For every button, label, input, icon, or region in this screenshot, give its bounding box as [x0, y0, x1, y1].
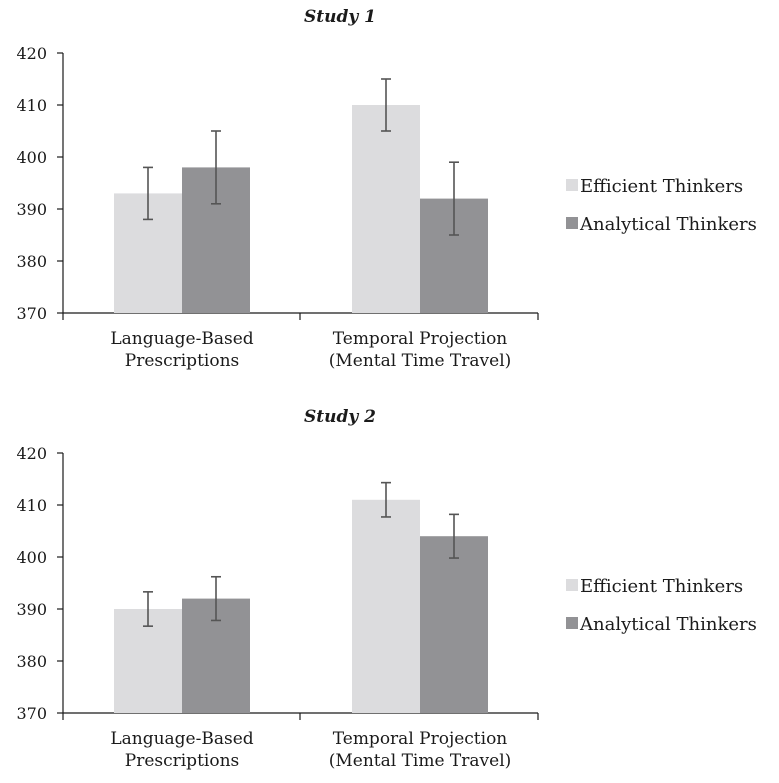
legend-swatch	[566, 179, 578, 191]
y-tick-label: 380	[16, 652, 47, 671]
y-tick-label: 410	[16, 496, 47, 515]
legend-label: Analytical Thinkers	[579, 614, 757, 635]
x-category-label: (Mental Time Travel)	[329, 751, 512, 771]
y-tick-label: 400	[16, 148, 47, 167]
y-tick-label: 400	[16, 548, 47, 567]
legend-swatch	[566, 617, 578, 629]
legend-label: Analytical Thinkers	[579, 214, 757, 235]
bar-efficient-1	[352, 105, 420, 313]
legend-swatch	[566, 217, 578, 229]
chart-panel-study-1: Study 1 370 380 390 400 410 420 Language-BasedP…	[16, 7, 756, 371]
legend-label: Efficient Thinkers	[580, 576, 743, 597]
y-tick-label: 420	[16, 44, 47, 63]
x-category-label: Prescriptions	[125, 751, 240, 771]
chart-title: Study 1	[304, 7, 376, 27]
legend-label: Efficient Thinkers	[580, 176, 743, 197]
x-category-label: Temporal Projection	[333, 729, 508, 749]
x-category-label: Language-Based	[110, 729, 253, 749]
bar-efficient-1	[352, 499, 420, 713]
chart-title: Study 2	[304, 407, 376, 427]
y-tick-label: 410	[16, 96, 47, 115]
chart-panel-study-2: Study 2 370 380 390 400 410 420 Language-BasedP…	[16, 407, 756, 771]
x-category-label: (Mental Time Travel)	[329, 351, 512, 371]
x-category-label: Prescriptions	[125, 351, 240, 371]
legend-swatch	[566, 579, 578, 591]
y-tick-label: 370	[16, 704, 47, 723]
bar-analytical-1	[420, 536, 488, 713]
y-tick-label: 380	[16, 252, 47, 271]
y-tick-label: 370	[16, 304, 47, 323]
x-category-label: Language-Based	[110, 329, 253, 349]
y-tick-label: 390	[16, 600, 47, 619]
y-tick-label: 390	[16, 200, 47, 219]
x-category-label: Temporal Projection	[333, 329, 508, 349]
y-tick-label: 420	[16, 444, 47, 463]
